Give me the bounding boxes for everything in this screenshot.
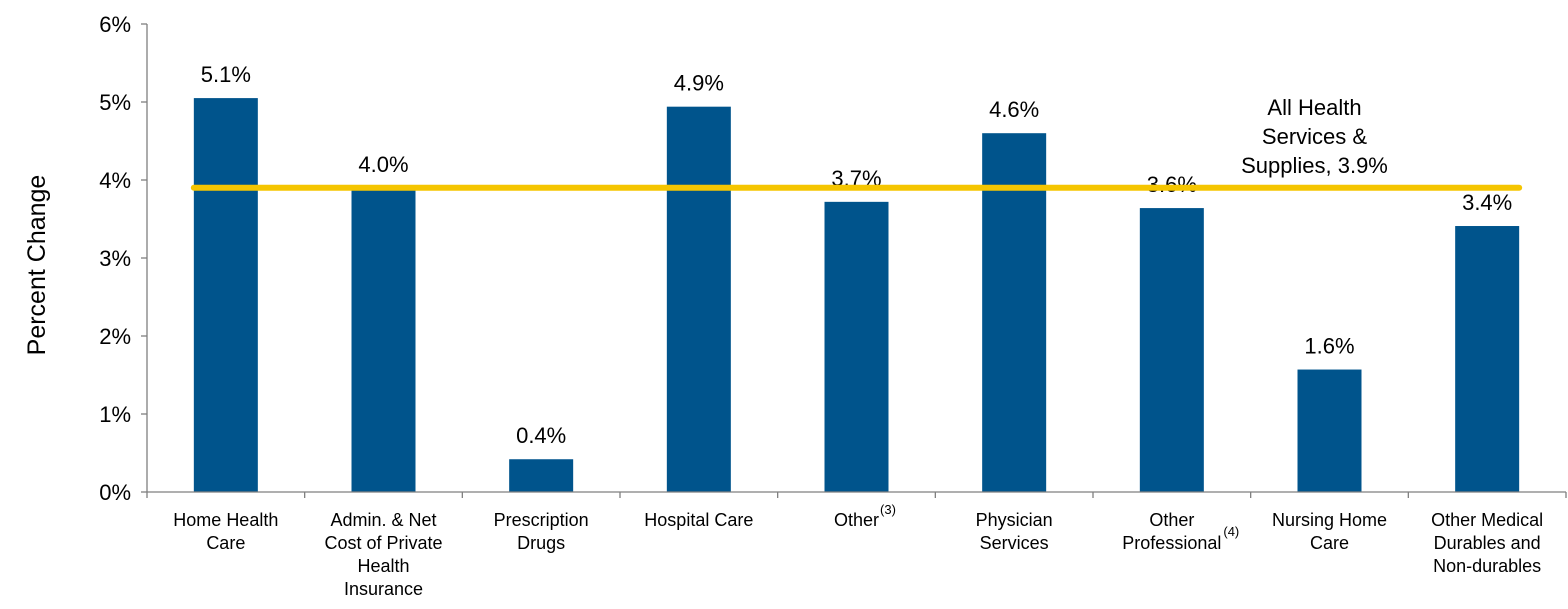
category-label: Prescription Drugs [494,510,589,553]
bar [824,201,889,492]
x-axis [146,491,1567,498]
bar [1139,208,1204,492]
category-label: Other Professional [1122,510,1221,553]
bar [351,187,416,493]
data-label: 3.6% [1147,172,1197,197]
reference-line-label: All Health Services & Supplies, 3.9% [1241,95,1388,178]
y-tick-label: 1% [99,402,131,427]
category-label: Other Medical Durables and Non-durables [1431,510,1543,576]
y-tick-label: 2% [99,324,131,349]
bars [193,98,1520,493]
reference-line-group: All Health Services & Supplies, 3.9% [190,95,1523,191]
data-label: 0.4% [516,423,566,448]
data-labels: 5.1%4.0%0.4%4.9%3.7%4.6%3.6%1.6%3.4% [201,62,1512,448]
y-tick-label: 6% [99,12,131,37]
bar [509,459,574,492]
bar [982,133,1047,492]
bar [1455,226,1520,492]
y-tick-label: 0% [99,480,131,505]
data-label: 3.4% [1462,190,1512,215]
category-label: Nursing Home Care [1272,510,1387,553]
y-tick-label: 3% [99,246,131,271]
data-label: 4.9% [674,71,724,96]
category-footnote-marker: (3) [880,502,896,517]
category-labels: Home Health Care Admin. & Net Cost of Priva… [173,502,1543,599]
bar [666,106,731,493]
data-label: 4.6% [989,97,1039,122]
data-label: 4.0% [358,152,408,177]
bar [1297,369,1362,492]
category-label: Home Health Care [173,510,278,553]
y-axis-ticks: 0% 1% 2% 3% 4% 5% 6% [99,12,148,505]
data-label: 1.6% [1304,334,1354,359]
category-label: Admin. & Net Cost of Private Health Insuran… [324,510,442,599]
bar [193,98,258,492]
category-label: Hospital Care [644,510,753,530]
category-label: Other [834,510,879,530]
data-label: 5.1% [201,62,251,87]
category-label: Physician Services [976,510,1053,553]
category-footnote-marker: (4) [1223,524,1239,539]
y-axis-label: Percent Change [23,175,51,356]
y-tick-label: 5% [99,90,131,115]
y-tick-label: 4% [99,168,131,193]
